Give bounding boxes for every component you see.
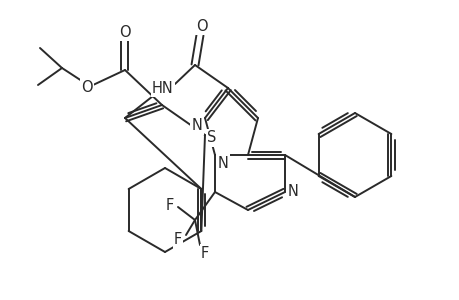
Text: O: O [196, 19, 207, 34]
Text: S: S [207, 130, 216, 146]
Text: HN: HN [152, 80, 174, 95]
Text: F: F [201, 245, 209, 260]
Text: F: F [174, 232, 182, 247]
Text: N: N [287, 184, 298, 200]
Text: F: F [166, 197, 174, 212]
Text: O: O [119, 25, 130, 40]
Text: O: O [81, 80, 93, 94]
Text: N: N [217, 155, 228, 170]
Text: N: N [191, 118, 202, 134]
